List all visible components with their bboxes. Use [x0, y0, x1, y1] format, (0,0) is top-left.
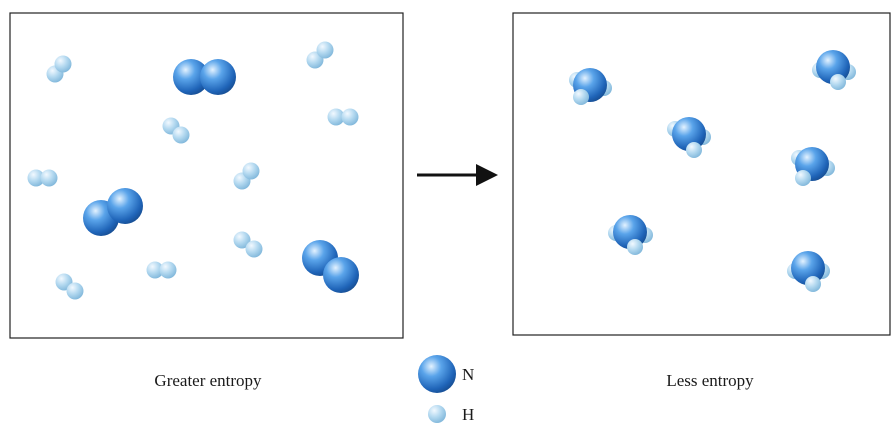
hydrogen-atom	[55, 56, 72, 73]
legend-nitrogen: N	[418, 355, 474, 393]
nitrogen-atom	[323, 257, 359, 293]
greater-entropy-panel	[10, 13, 403, 338]
hydrogen-atom	[67, 283, 84, 300]
hydrogen-atom	[805, 276, 821, 292]
legend-hydrogen: H	[428, 405, 474, 424]
hydrogen-atom	[160, 262, 177, 279]
legend: N H	[418, 355, 474, 424]
less-entropy-caption: Less entropy	[666, 371, 754, 390]
nitrogen-atom	[107, 188, 143, 224]
hydrogen-atom-icon	[428, 405, 446, 423]
hydrogen-atom	[573, 89, 589, 105]
hydrogen-atom	[627, 239, 643, 255]
hydrogen-atom	[795, 170, 811, 186]
hydrogen-atom	[243, 163, 260, 180]
hydrogen-atom	[830, 74, 846, 90]
legend-nitrogen-label: N	[462, 365, 474, 384]
legend-hydrogen-label: H	[462, 405, 474, 424]
nitrogen-atom-icon	[418, 355, 456, 393]
hydrogen-atom	[173, 127, 190, 144]
hydrogen-atom	[317, 42, 334, 59]
hydrogen-atom	[342, 109, 359, 126]
reaction-arrow	[417, 164, 498, 186]
nitrogen-atom	[200, 59, 236, 95]
hydrogen-atom	[246, 241, 263, 258]
hydrogen-atom	[686, 142, 702, 158]
hydrogen-atom	[41, 170, 58, 187]
less-entropy-panel	[513, 13, 890, 335]
greater-entropy-caption: Greater entropy	[154, 371, 262, 390]
